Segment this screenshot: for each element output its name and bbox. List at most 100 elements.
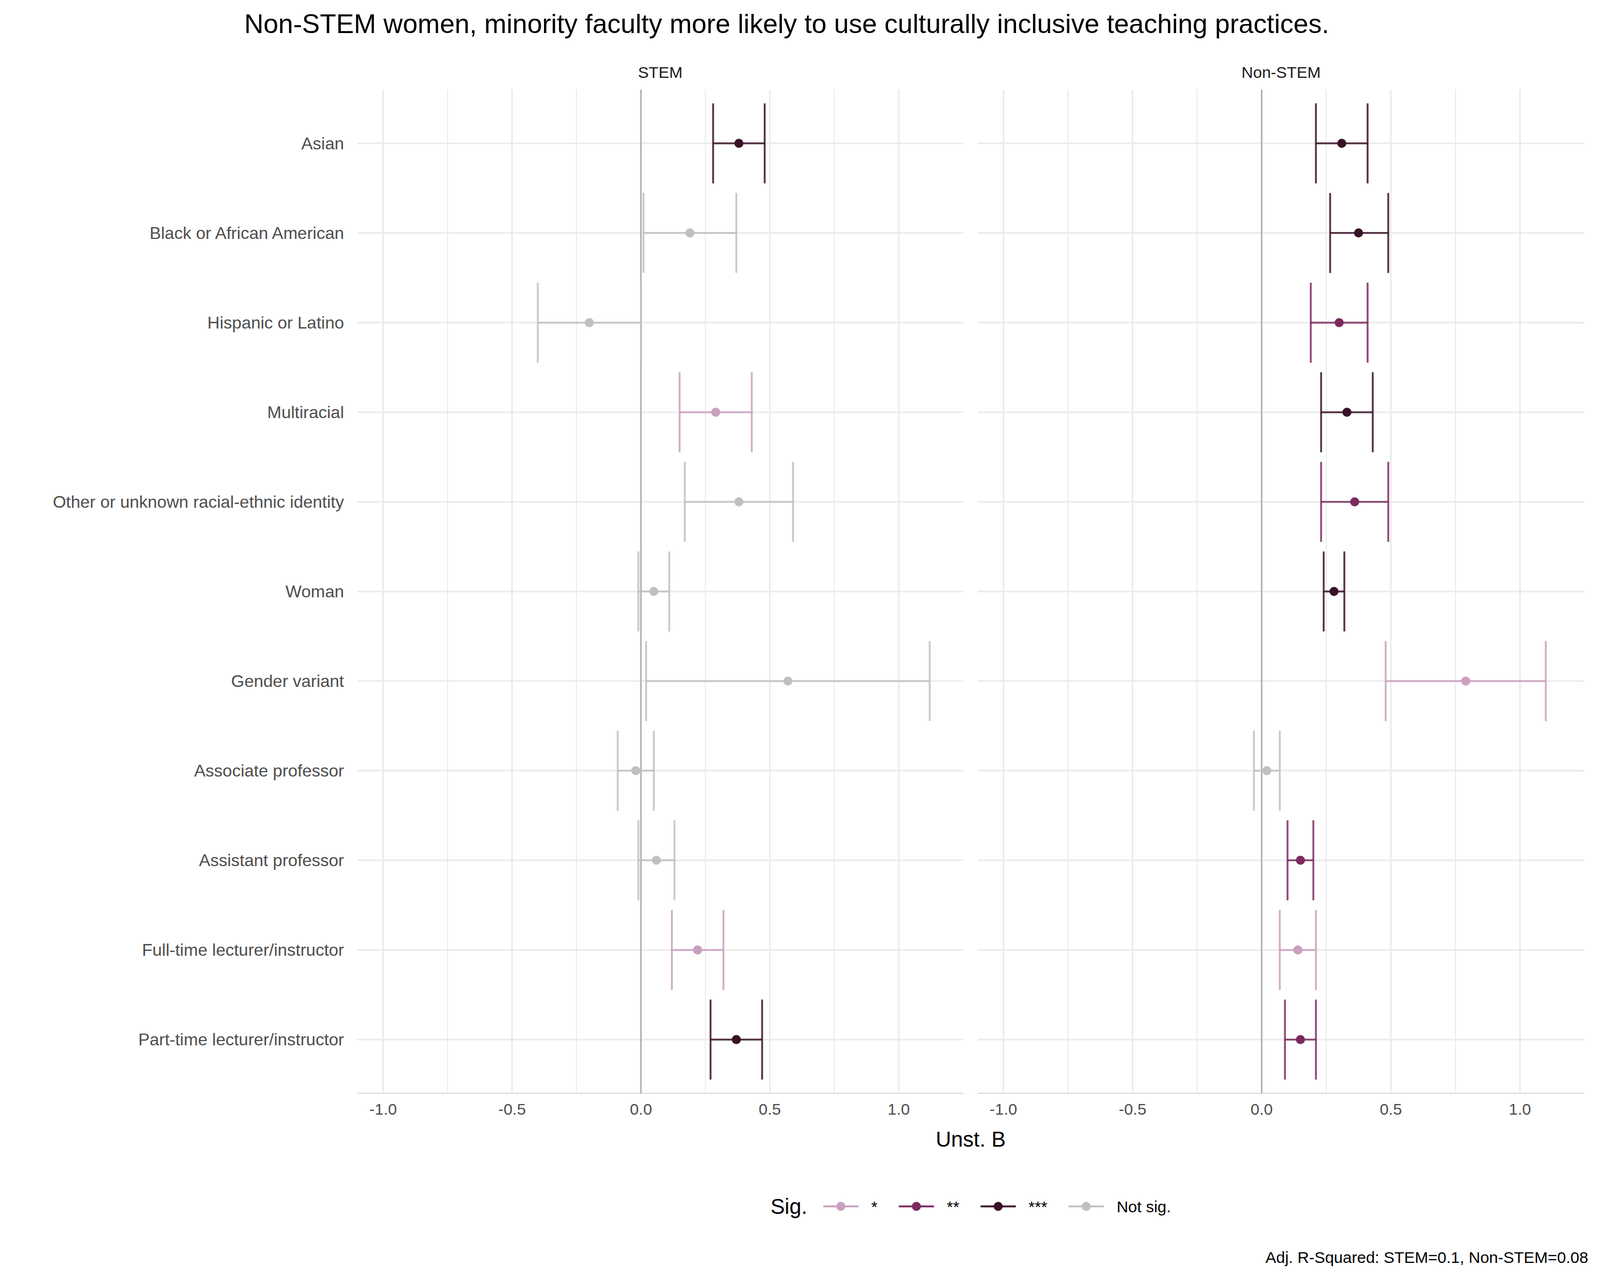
category-grid-line (357, 232, 964, 234)
title: Non-STEM women, minority faculty more li… (244, 9, 1330, 39)
tick-label: -1.0 (369, 1100, 397, 1118)
tick-label: 0.0 (629, 1100, 653, 1118)
point (651, 856, 661, 866)
error-cap-high (735, 193, 738, 274)
grid-line (1260, 89, 1263, 1094)
error-cap-high (668, 551, 671, 632)
point (1461, 676, 1471, 686)
error-cap-high (1366, 103, 1369, 184)
category-label: Associate professor (194, 761, 344, 781)
point (585, 317, 595, 327)
category-grid-line (977, 321, 1585, 324)
legend-swatch-point (912, 1202, 922, 1212)
point (1334, 317, 1344, 327)
error-cap-low (1252, 730, 1255, 811)
error-cap-high (763, 103, 766, 184)
category-grid-line (357, 680, 964, 683)
point (1354, 228, 1364, 238)
category-grid-line (977, 680, 1585, 683)
error-cap-high (1315, 909, 1318, 990)
error-cap-high (1315, 999, 1318, 1080)
category-label: Asian (301, 133, 344, 154)
category-label: Black or African American (149, 223, 344, 243)
category-grid-line (977, 1038, 1585, 1041)
category-label: Other or unknown racial-ethnic identity (52, 492, 344, 512)
error-cap-high (761, 999, 764, 1080)
legend-label: ** (946, 1197, 960, 1216)
error-cap-low (1322, 551, 1325, 632)
error-cap-low (642, 193, 645, 274)
point (1337, 138, 1347, 148)
point (1296, 1035, 1306, 1045)
legend-label: *** (1028, 1197, 1048, 1216)
error-cap-high (928, 641, 931, 722)
category-grid-line (977, 949, 1585, 951)
error-cap-high (722, 909, 725, 990)
error-cap-low (1309, 282, 1312, 363)
category-grid-line (357, 770, 964, 772)
error-cap-high (673, 820, 676, 901)
point (693, 945, 703, 955)
tick-label: 1.0 (1508, 1100, 1532, 1118)
error-cap-low (1320, 372, 1323, 453)
error-cap-low (645, 641, 648, 722)
error-cap-low (1278, 909, 1282, 990)
axis-line (357, 1092, 964, 1094)
marks (1253, 103, 1546, 1080)
error-cap-high (1371, 372, 1374, 453)
point (631, 766, 641, 776)
category-label: Hispanic or Latino (207, 313, 344, 333)
category-grid-line (357, 1038, 964, 1041)
category-grid-line (977, 590, 1585, 593)
category-grid-line (357, 411, 964, 413)
error-cap-low (683, 461, 686, 542)
point (1262, 766, 1272, 776)
point (1296, 856, 1306, 866)
category-grid-line (977, 411, 1585, 413)
error-cap-low (712, 103, 715, 184)
legend-label: * (871, 1197, 878, 1216)
legend-swatch-point (993, 1202, 1003, 1212)
error-cap-high (1387, 193, 1390, 274)
error-cap-low (537, 282, 540, 363)
error-cap-high (792, 461, 795, 542)
category-grid-line (977, 500, 1585, 503)
error-cap-low (616, 730, 619, 811)
tick-label: 0.5 (1379, 1100, 1403, 1118)
point (649, 587, 659, 597)
point (734, 138, 744, 148)
error-cap-low (1315, 103, 1318, 184)
error-cap-high (1387, 461, 1390, 542)
point (783, 676, 793, 686)
marks (537, 103, 930, 1080)
legend-swatch-point (836, 1202, 846, 1212)
error-cap-low (1320, 461, 1323, 542)
panel-title: STEM (637, 63, 683, 82)
point (731, 1035, 741, 1045)
legend-swatch-point (1081, 1202, 1091, 1212)
tick-label: 1.0 (887, 1100, 910, 1118)
error-cap-high (1312, 820, 1315, 901)
legend: Sig.******Not sig. (770, 1194, 1172, 1219)
axis-title: Unst. B (935, 1127, 1006, 1151)
category-grid-line (977, 770, 1585, 772)
error-cap-high (640, 282, 643, 363)
error-cap-high (1343, 551, 1346, 632)
point (1293, 945, 1303, 955)
point (710, 407, 720, 417)
error-cap-high (1278, 730, 1282, 811)
point (1350, 497, 1360, 507)
error-cap-low (1329, 193, 1332, 274)
legend-title: Sig. (770, 1194, 808, 1219)
error-cap-low (670, 909, 674, 990)
point (734, 497, 744, 507)
panel-title: Non-STEM (1241, 63, 1321, 82)
error-cap-low (637, 820, 640, 901)
chart: Non-STEM women, minority faculty more li… (0, 0, 1600, 1280)
panel: STEM-1.0-0.50.00.51.0 (357, 63, 964, 1118)
error-cap-low (637, 551, 640, 632)
point (1329, 587, 1339, 597)
panel: Non-STEM-1.0-0.50.00.51.0 (977, 63, 1585, 1118)
category-label: Part-time lecturer/instructor (138, 1029, 344, 1050)
tick-label: 0.0 (1250, 1100, 1274, 1118)
